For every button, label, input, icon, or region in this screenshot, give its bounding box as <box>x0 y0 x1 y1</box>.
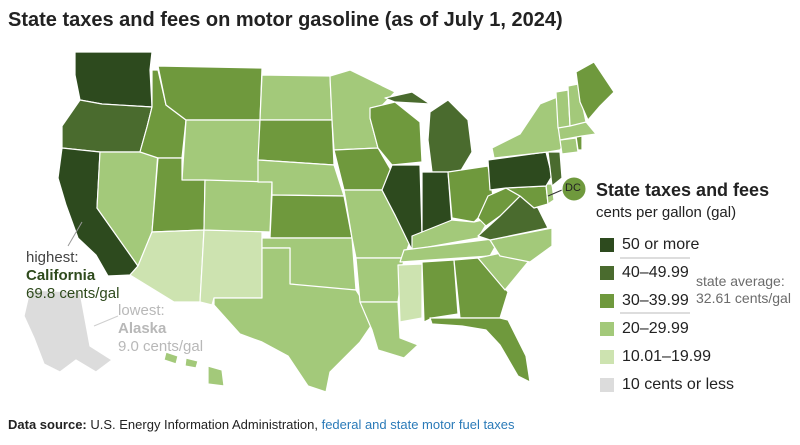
legend-label: 50 or more <box>622 236 700 253</box>
legend-swatch <box>600 294 614 308</box>
source-label: Data source: <box>8 417 87 432</box>
lowest-leader-line <box>93 315 119 327</box>
state-colorado[interactable] <box>203 179 273 233</box>
state-new-jersey[interactable] <box>547 151 563 187</box>
legend-item: 10 cents or less <box>600 376 734 394</box>
legend: 50 or more 40–49.99 30–39.99 20–29.99 10… <box>600 236 734 404</box>
legend-swatch <box>600 238 614 252</box>
dc-label: DC <box>565 182 581 194</box>
lowest-value: 9.0 cents/gal <box>118 338 204 355</box>
legend-item: 50 or more <box>600 236 734 254</box>
state-alaska[interactable] <box>23 289 113 373</box>
state-mississippi[interactable] <box>397 263 423 323</box>
legend-label: 30–39.99 <box>622 292 689 309</box>
state-average-label: state average: <box>696 273 785 289</box>
state-florida[interactable] <box>429 317 531 383</box>
state-new-mexico[interactable] <box>199 229 263 306</box>
highest-state: California <box>26 267 96 284</box>
state-north-carolina[interactable] <box>489 227 553 263</box>
state-average-note: state average: 32.61 cents/gal <box>696 273 791 307</box>
state-wisconsin[interactable] <box>369 101 423 166</box>
legend-swatch <box>600 322 614 336</box>
state-average-value: 32.61 cents/gal <box>696 290 791 306</box>
legend-title: State taxes and fees <box>596 180 770 200</box>
dc-leader-line <box>547 189 563 197</box>
state-delaware[interactable] <box>545 183 555 205</box>
state-new-hampshire[interactable] <box>567 83 587 127</box>
legend-label: 10.01–19.99 <box>622 348 711 365</box>
lowest-state: Alaska <box>118 320 167 337</box>
legend-subtitle: cents per gallon (gal) <box>596 204 737 221</box>
legend-label: 40–49.99 <box>622 264 689 281</box>
state-connecticut[interactable] <box>559 137 579 155</box>
source-text: U.S. Energy Information Administration, <box>86 417 322 432</box>
state-wyoming[interactable] <box>181 119 261 183</box>
state-north-dakota[interactable] <box>259 74 333 121</box>
state-oregon[interactable] <box>61 99 153 153</box>
legend-swatch <box>600 378 614 392</box>
legend-swatch <box>600 266 614 280</box>
highest-annotation: highest: California 69.8 cents/gal <box>26 249 119 303</box>
state-georgia[interactable] <box>453 257 509 319</box>
highest-leader-line <box>67 221 83 247</box>
data-source: Data source: U.S. Energy Information Adm… <box>8 417 515 432</box>
highest-label: highest: <box>26 249 79 266</box>
legend-item: 30–39.99 <box>600 292 734 310</box>
highest-value: 69.8 cents/gal <box>26 285 120 302</box>
legend-label: 20–29.99 <box>622 320 689 337</box>
legend-item: 10.01–19.99 <box>600 348 734 366</box>
state-washington[interactable] <box>74 51 153 108</box>
state-texas[interactable] <box>213 247 376 393</box>
lowest-annotation: lowest: Alaska 9.0 cents/gal <box>118 302 203 356</box>
map-title: State taxes and fees on motor gasoline (… <box>8 9 563 31</box>
dc-marker[interactable] <box>561 176 587 202</box>
state-alabama[interactable] <box>421 259 459 323</box>
state-louisiana[interactable] <box>359 301 419 359</box>
lowest-label: lowest: <box>118 302 165 319</box>
legend-label: 10 cents or less <box>622 376 735 393</box>
state-michigan[interactable] <box>384 91 473 173</box>
source-link[interactable]: federal and state motor fuel taxes <box>321 417 515 432</box>
state-maine[interactable] <box>575 61 615 121</box>
legend-swatch <box>600 350 614 364</box>
state-arkansas[interactable] <box>355 257 405 303</box>
state-south-dakota[interactable] <box>257 119 335 166</box>
state-kansas[interactable] <box>269 194 353 239</box>
legend-item: 20–29.99 <box>600 320 734 338</box>
state-hawaii[interactable] <box>163 351 225 387</box>
legend-item: 40–49.99 <box>600 264 734 282</box>
state-new-york[interactable] <box>491 95 567 159</box>
